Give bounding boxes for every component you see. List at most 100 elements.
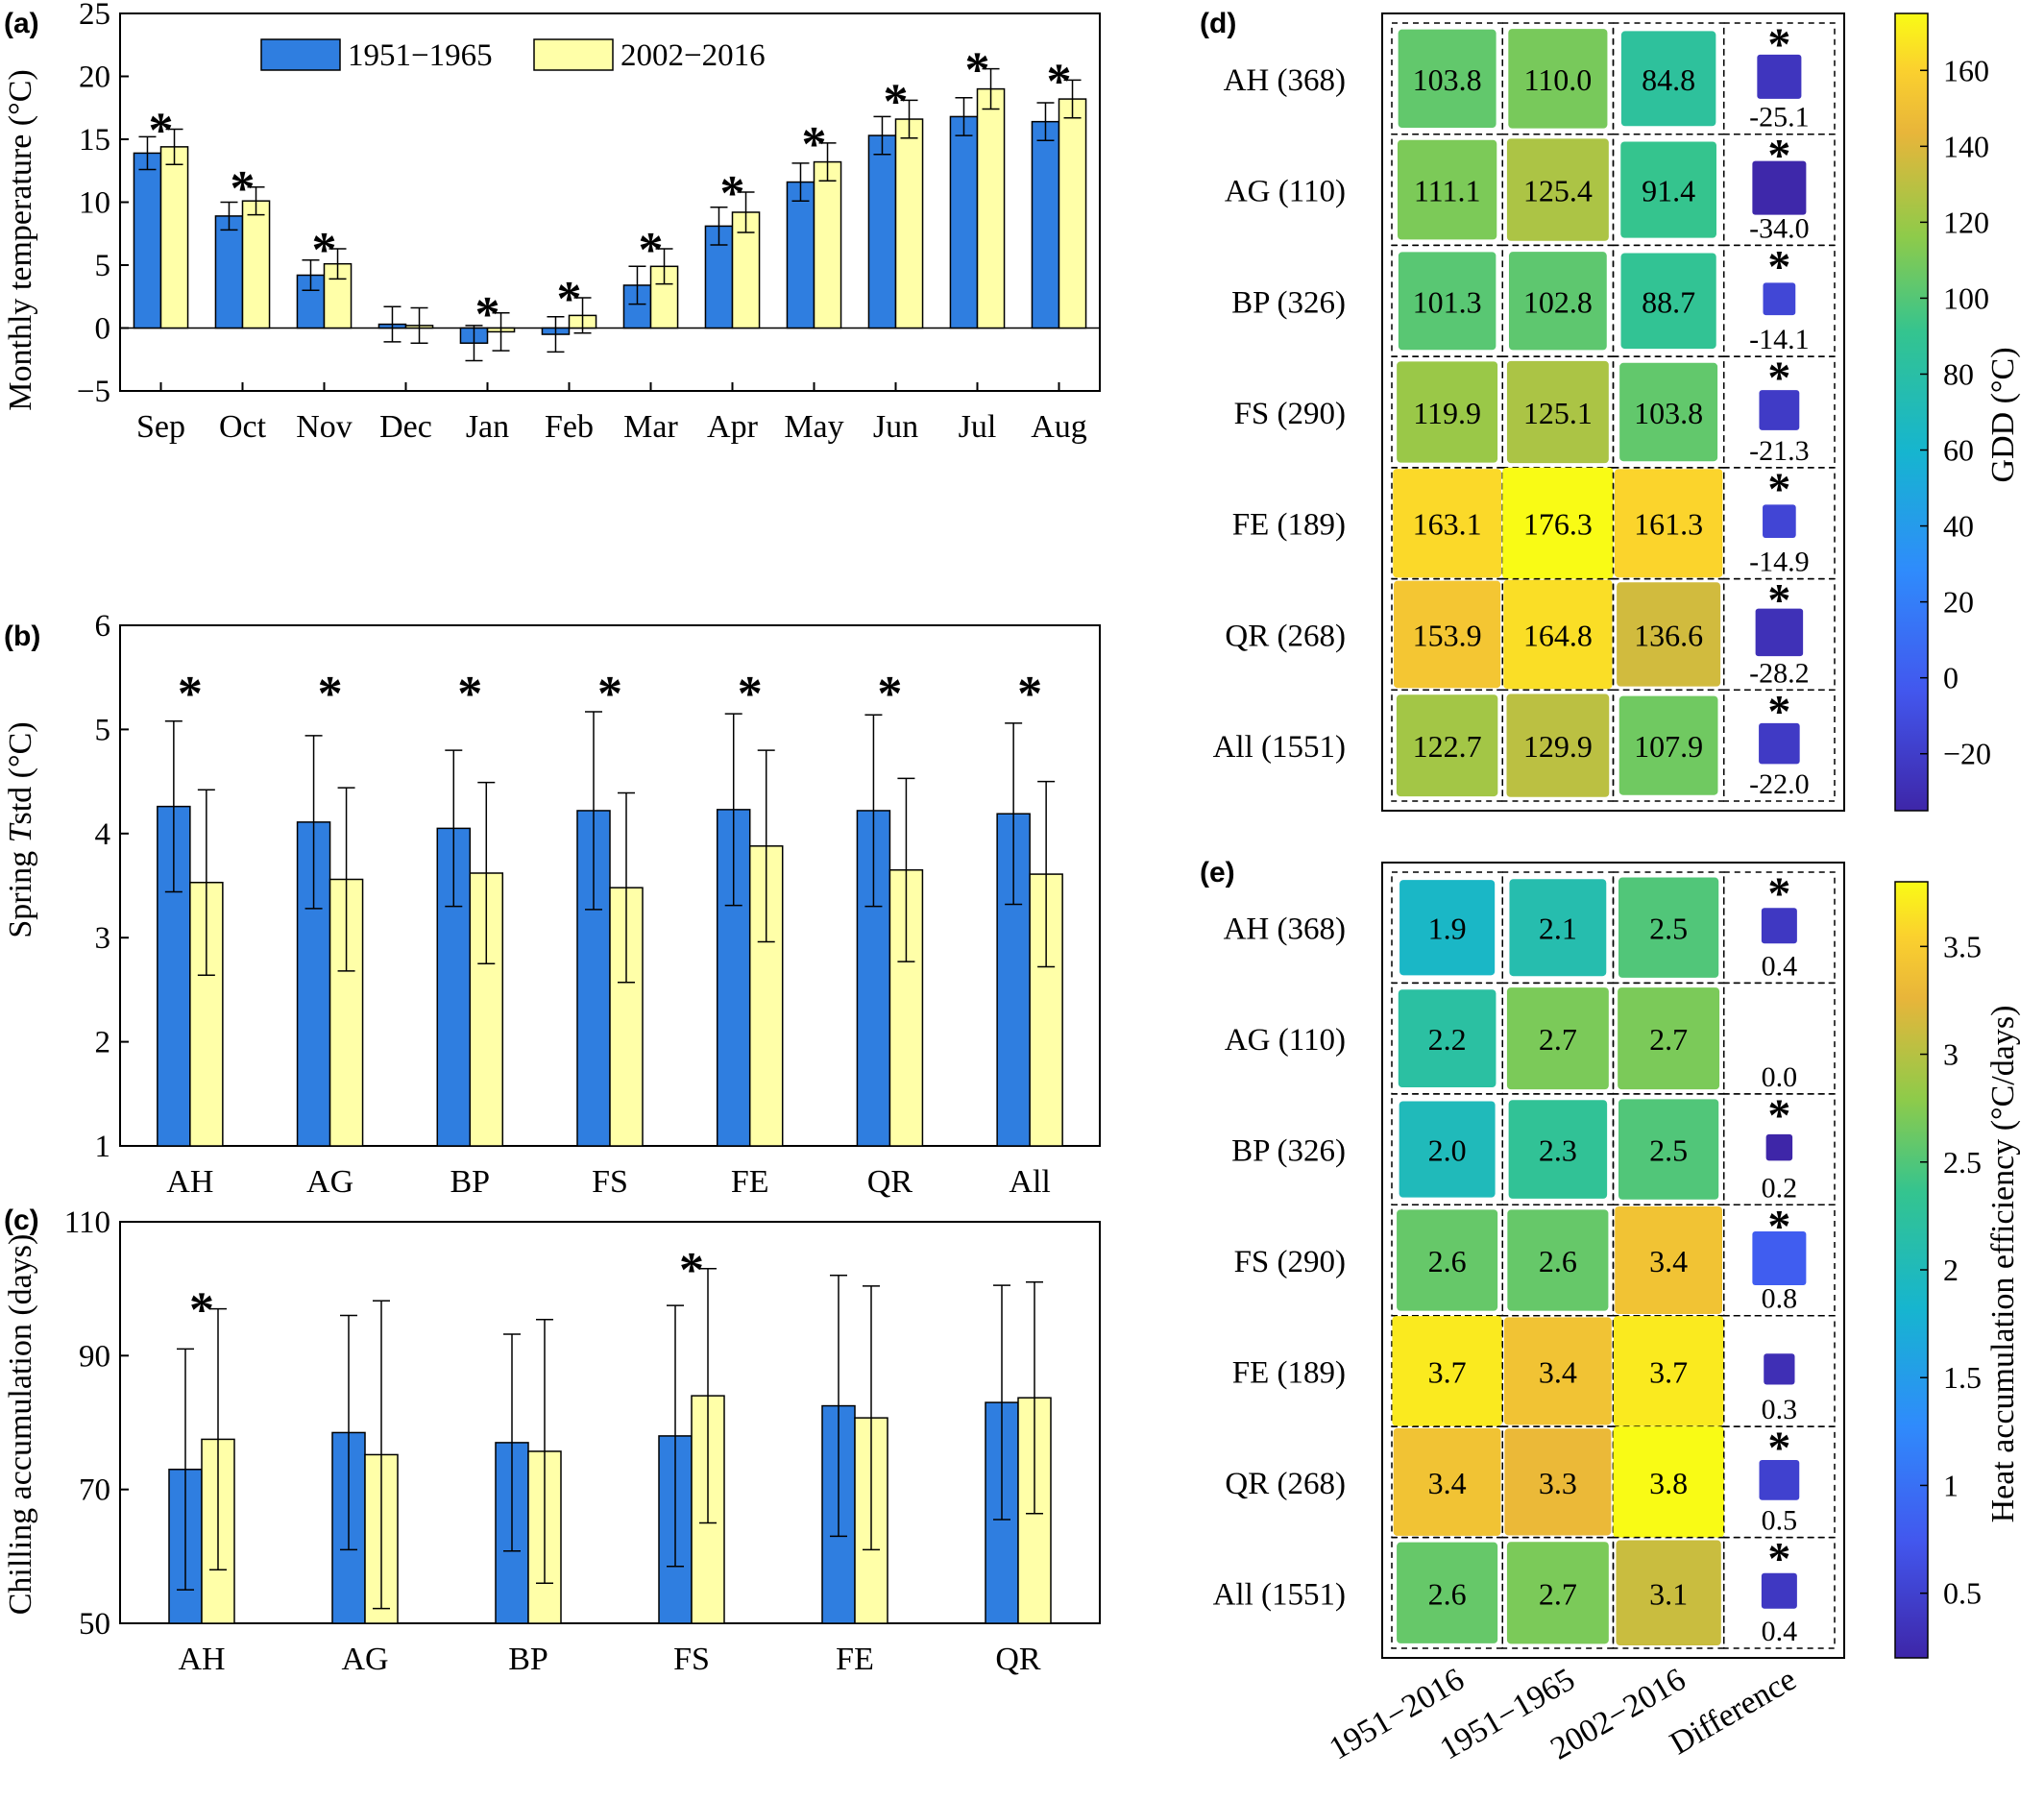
row-label: QR (268) (1225, 1467, 1346, 1501)
heatmap-value: 2.0 (1428, 1133, 1467, 1168)
row-label: BP (326) (1231, 285, 1346, 320)
heatmap-cell (1508, 252, 1607, 351)
heatmap-cell (1506, 138, 1609, 241)
bar-2002−2016 (241, 200, 271, 329)
heatmap-value: 2.5 (1649, 1133, 1688, 1168)
difference-square (1765, 1133, 1793, 1161)
heatmap-cell (1620, 141, 1716, 238)
x-tick-label: Nov (296, 409, 353, 445)
significance-star: * (231, 161, 256, 216)
heatmap-value: 3.7 (1428, 1354, 1467, 1389)
bar-1951−1965 (867, 134, 897, 329)
x-tick-label: Dec (379, 409, 432, 445)
heatmap-cell (1618, 1099, 1719, 1200)
row-label: All (1551) (1213, 730, 1346, 765)
difference-square (1761, 1572, 1797, 1609)
heatmap-value: 119.9 (1413, 396, 1481, 430)
x-tick-label: May (784, 409, 843, 445)
difference-value: -21.3 (1749, 435, 1810, 467)
bar-2002−2016 (1058, 98, 1087, 329)
heatmap-cell-border (1723, 689, 1836, 802)
panel-b-ylabel-suffix: std (°C) (3, 721, 38, 824)
row-label: FE (189) (1232, 1355, 1346, 1390)
heatmap-value: 88.7 (1642, 284, 1695, 319)
y-tick-label: 5 (95, 713, 111, 747)
heatmap-value: 91.4 (1642, 174, 1695, 208)
legend: 1951−1965 2002−2016 (260, 38, 766, 73)
row-label: All (1551) (1213, 1577, 1346, 1612)
heatmap-cell (1399, 880, 1496, 976)
heatmap-cell (1398, 29, 1496, 129)
difference-square (1752, 1231, 1807, 1285)
heatmap-value: 2.6 (1428, 1576, 1467, 1611)
colorbar-tick-label: 2 (1943, 1253, 1959, 1287)
bar-2002−2016 (813, 160, 842, 329)
heatmap-value: 3.3 (1539, 1466, 1577, 1500)
heatmap-cell (1399, 1101, 1496, 1198)
difference-square (1759, 1459, 1800, 1500)
bar-1951−1965 (214, 215, 244, 329)
panel-e-heat-efficiency-heatmap: (e) AH (368) 1.9 2.1 2.5 0.4 * AG (110) 2.2 2.7 2… (1200, 857, 2021, 1659)
panel-d-colorbar-label: GDD (°C) (1985, 347, 2021, 482)
heatmap-value: 2.3 (1539, 1133, 1577, 1168)
significance-star: * (639, 223, 664, 278)
row-label: FE (189) (1232, 508, 1346, 543)
heatmap-value: 136.6 (1634, 618, 1703, 652)
legend-label-2002-2016: 2002−2016 (620, 38, 766, 73)
y-tick-label: 25 (79, 0, 110, 32)
significance-star: * (1767, 1534, 1790, 1585)
difference-square (1764, 1353, 1795, 1385)
row-label: FS (290) (1234, 1245, 1346, 1279)
panel-b-spring-tstd: (b) 1 2 3 4 5 6 AH * AG * BP * FS * FE * QR * All * Spring … (3, 609, 1101, 1200)
heatmap-value: 3.1 (1649, 1576, 1688, 1611)
significance-star: * (720, 166, 745, 221)
heatmap-value: 110.0 (1523, 62, 1592, 97)
row-label: BP (326) (1231, 1134, 1346, 1169)
difference-value: -34.0 (1749, 212, 1810, 244)
difference-square (1763, 504, 1796, 539)
significance-star: * (1767, 575, 1790, 626)
heatmap-cell (1615, 1205, 1723, 1315)
difference-value: 0.5 (1762, 1505, 1798, 1537)
significance-star: * (475, 287, 500, 342)
difference-square (1757, 54, 1802, 99)
significance-star: * (1017, 667, 1042, 721)
significance-star: * (884, 74, 909, 129)
y-tick-label: 15 (79, 123, 110, 158)
colorbar-tick-label: 3 (1943, 1037, 1959, 1072)
y-tick-label: 5 (95, 249, 111, 283)
heatmap-value: 176.3 (1523, 507, 1593, 542)
significance-star: * (1767, 1201, 1790, 1252)
difference-value: -22.0 (1749, 768, 1810, 800)
significance-star: * (597, 667, 622, 721)
heatmap-value: 2.7 (1539, 1022, 1577, 1057)
heatmap-cell-border (1391, 689, 1503, 802)
heatmap-value: 102.8 (1523, 284, 1593, 319)
significance-star: * (1767, 1090, 1790, 1141)
heatmap-cell-border (1391, 1536, 1503, 1649)
colorbar-tick-label: 40 (1943, 509, 1974, 544)
panel-a-label: (a) (4, 8, 39, 39)
heatmap-cell (1506, 1542, 1609, 1644)
colorbar-tick-label: 1 (1943, 1468, 1959, 1502)
difference-square (1761, 908, 1797, 944)
heatmap-value: 3.4 (1539, 1354, 1577, 1389)
heatmap-cell (1393, 469, 1502, 578)
significance-star: * (1767, 1423, 1790, 1473)
x-tick-label: QR (995, 1642, 1041, 1677)
heatmap-value: 129.9 (1523, 729, 1593, 764)
significance-star: * (1767, 353, 1790, 403)
significance-star: * (149, 104, 174, 158)
x-tick-label: BP (450, 1164, 490, 1200)
colorbar-tick-label: −20 (1943, 737, 1991, 771)
panel-b-plot: 1 2 3 4 5 6 AH * AG * BP * FS * FE * QR * All * (95, 609, 1101, 1200)
panel-a-monthly-temperature: (a) −5 0 5 10 15 20 25 Sep * Oct * Nov * Dec Jan * Feb * M… (3, 0, 1101, 445)
plot-frame (119, 1221, 1101, 1624)
x-tick-label: FE (731, 1164, 769, 1200)
heatmap-cell-border (1723, 1536, 1836, 1649)
difference-square (1763, 282, 1796, 316)
x-tick-label: Apr (707, 409, 759, 445)
colorbar-gradient (1894, 12, 1929, 812)
y-tick-label: 70 (79, 1473, 110, 1508)
